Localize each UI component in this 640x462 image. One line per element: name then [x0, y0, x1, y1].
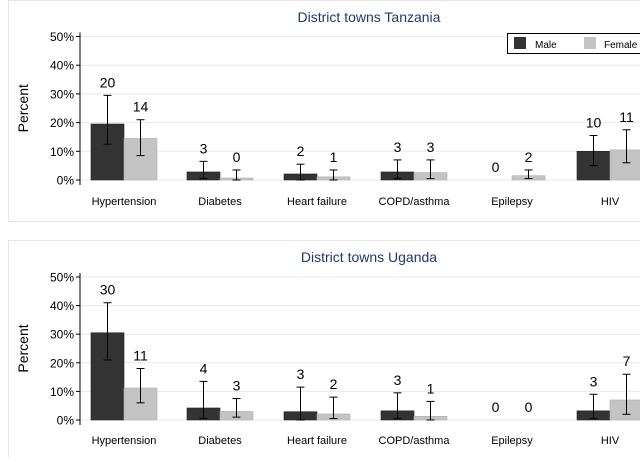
data-label: 0 — [525, 399, 533, 415]
data-label: 3 — [233, 378, 241, 394]
x-tick-label: COPD/asthma — [379, 435, 451, 447]
x-tick-label: Hypertension — [92, 435, 157, 447]
legend-swatch-female — [584, 37, 596, 49]
data-label: 3 — [590, 373, 598, 389]
data-label: 2 — [525, 149, 533, 165]
legend-label-female: Female — [604, 40, 638, 51]
data-label: 2 — [297, 143, 305, 159]
y-axis-label: Percent — [15, 84, 31, 132]
data-label: 7 — [623, 353, 631, 369]
x-tick-label: Heart failure — [287, 435, 347, 447]
data-label: 30 — [100, 282, 116, 298]
y-tick-label: 20% — [50, 356, 74, 370]
y-axis-label: Percent — [15, 324, 31, 372]
y-tick-label: 0% — [57, 174, 75, 188]
data-label: 20 — [100, 74, 116, 90]
x-tick-label: Epilepsy — [491, 196, 533, 208]
data-label: 4 — [200, 360, 208, 376]
data-label: 3 — [200, 140, 208, 156]
legend-label-male: Male — [535, 40, 557, 51]
x-tick-label: HIV — [601, 435, 620, 447]
data-label: 11 — [133, 348, 148, 364]
data-label: 0 — [492, 159, 500, 175]
y-tick-label: 10% — [50, 145, 74, 159]
y-tick-label: 20% — [50, 116, 74, 130]
chart-panel-2: District towns Uganda 0% 10% 20% 30% 40% 50% Pe… — [9, 241, 640, 458]
chart-panel-1: District towns Tanzania 0% 10% 20% 30% 40% 50%… — [9, 1, 640, 222]
data-label: 11 — [619, 109, 634, 125]
x-tick-label: HIV — [601, 196, 620, 208]
y-tick-label: 0% — [57, 414, 75, 428]
bar-female — [610, 400, 640, 420]
y-tick-label: 40% — [50, 299, 74, 313]
x-tick-label: Heart failure — [287, 196, 347, 208]
data-label: 0 — [492, 399, 500, 415]
data-label: 0 — [233, 149, 241, 165]
data-label: 2 — [330, 376, 338, 392]
x-tick-label: Diabetes — [198, 435, 242, 447]
data-label: 3 — [427, 139, 435, 155]
chart-title: District towns Uganda — [301, 249, 437, 265]
x-tick-label: Epilepsy — [491, 435, 533, 447]
legend-swatch-male — [514, 37, 526, 49]
y-tick-label: 30% — [50, 328, 74, 342]
data-label: 1 — [330, 149, 338, 165]
data-label: 3 — [394, 139, 402, 155]
y-tick-label: 40% — [50, 59, 74, 73]
legend: Male Female — [508, 34, 640, 54]
x-tick-label: Diabetes — [198, 196, 242, 208]
y-tick-label: 30% — [50, 87, 74, 101]
data-label: 10 — [586, 115, 602, 131]
y-tick-label: 50% — [50, 30, 74, 44]
y-tick-label: 10% — [50, 385, 74, 399]
data-label: 3 — [297, 366, 305, 382]
data-label: 1 — [427, 380, 435, 396]
data-label: 14 — [133, 99, 149, 115]
x-tick-label: Hypertension — [92, 196, 157, 208]
bar-female — [610, 150, 640, 180]
chart-title: District towns Tanzania — [298, 9, 441, 25]
y-tick-label: 50% — [50, 271, 74, 285]
data-label: 3 — [394, 372, 402, 388]
x-tick-label: COPD/asthma — [379, 196, 451, 208]
